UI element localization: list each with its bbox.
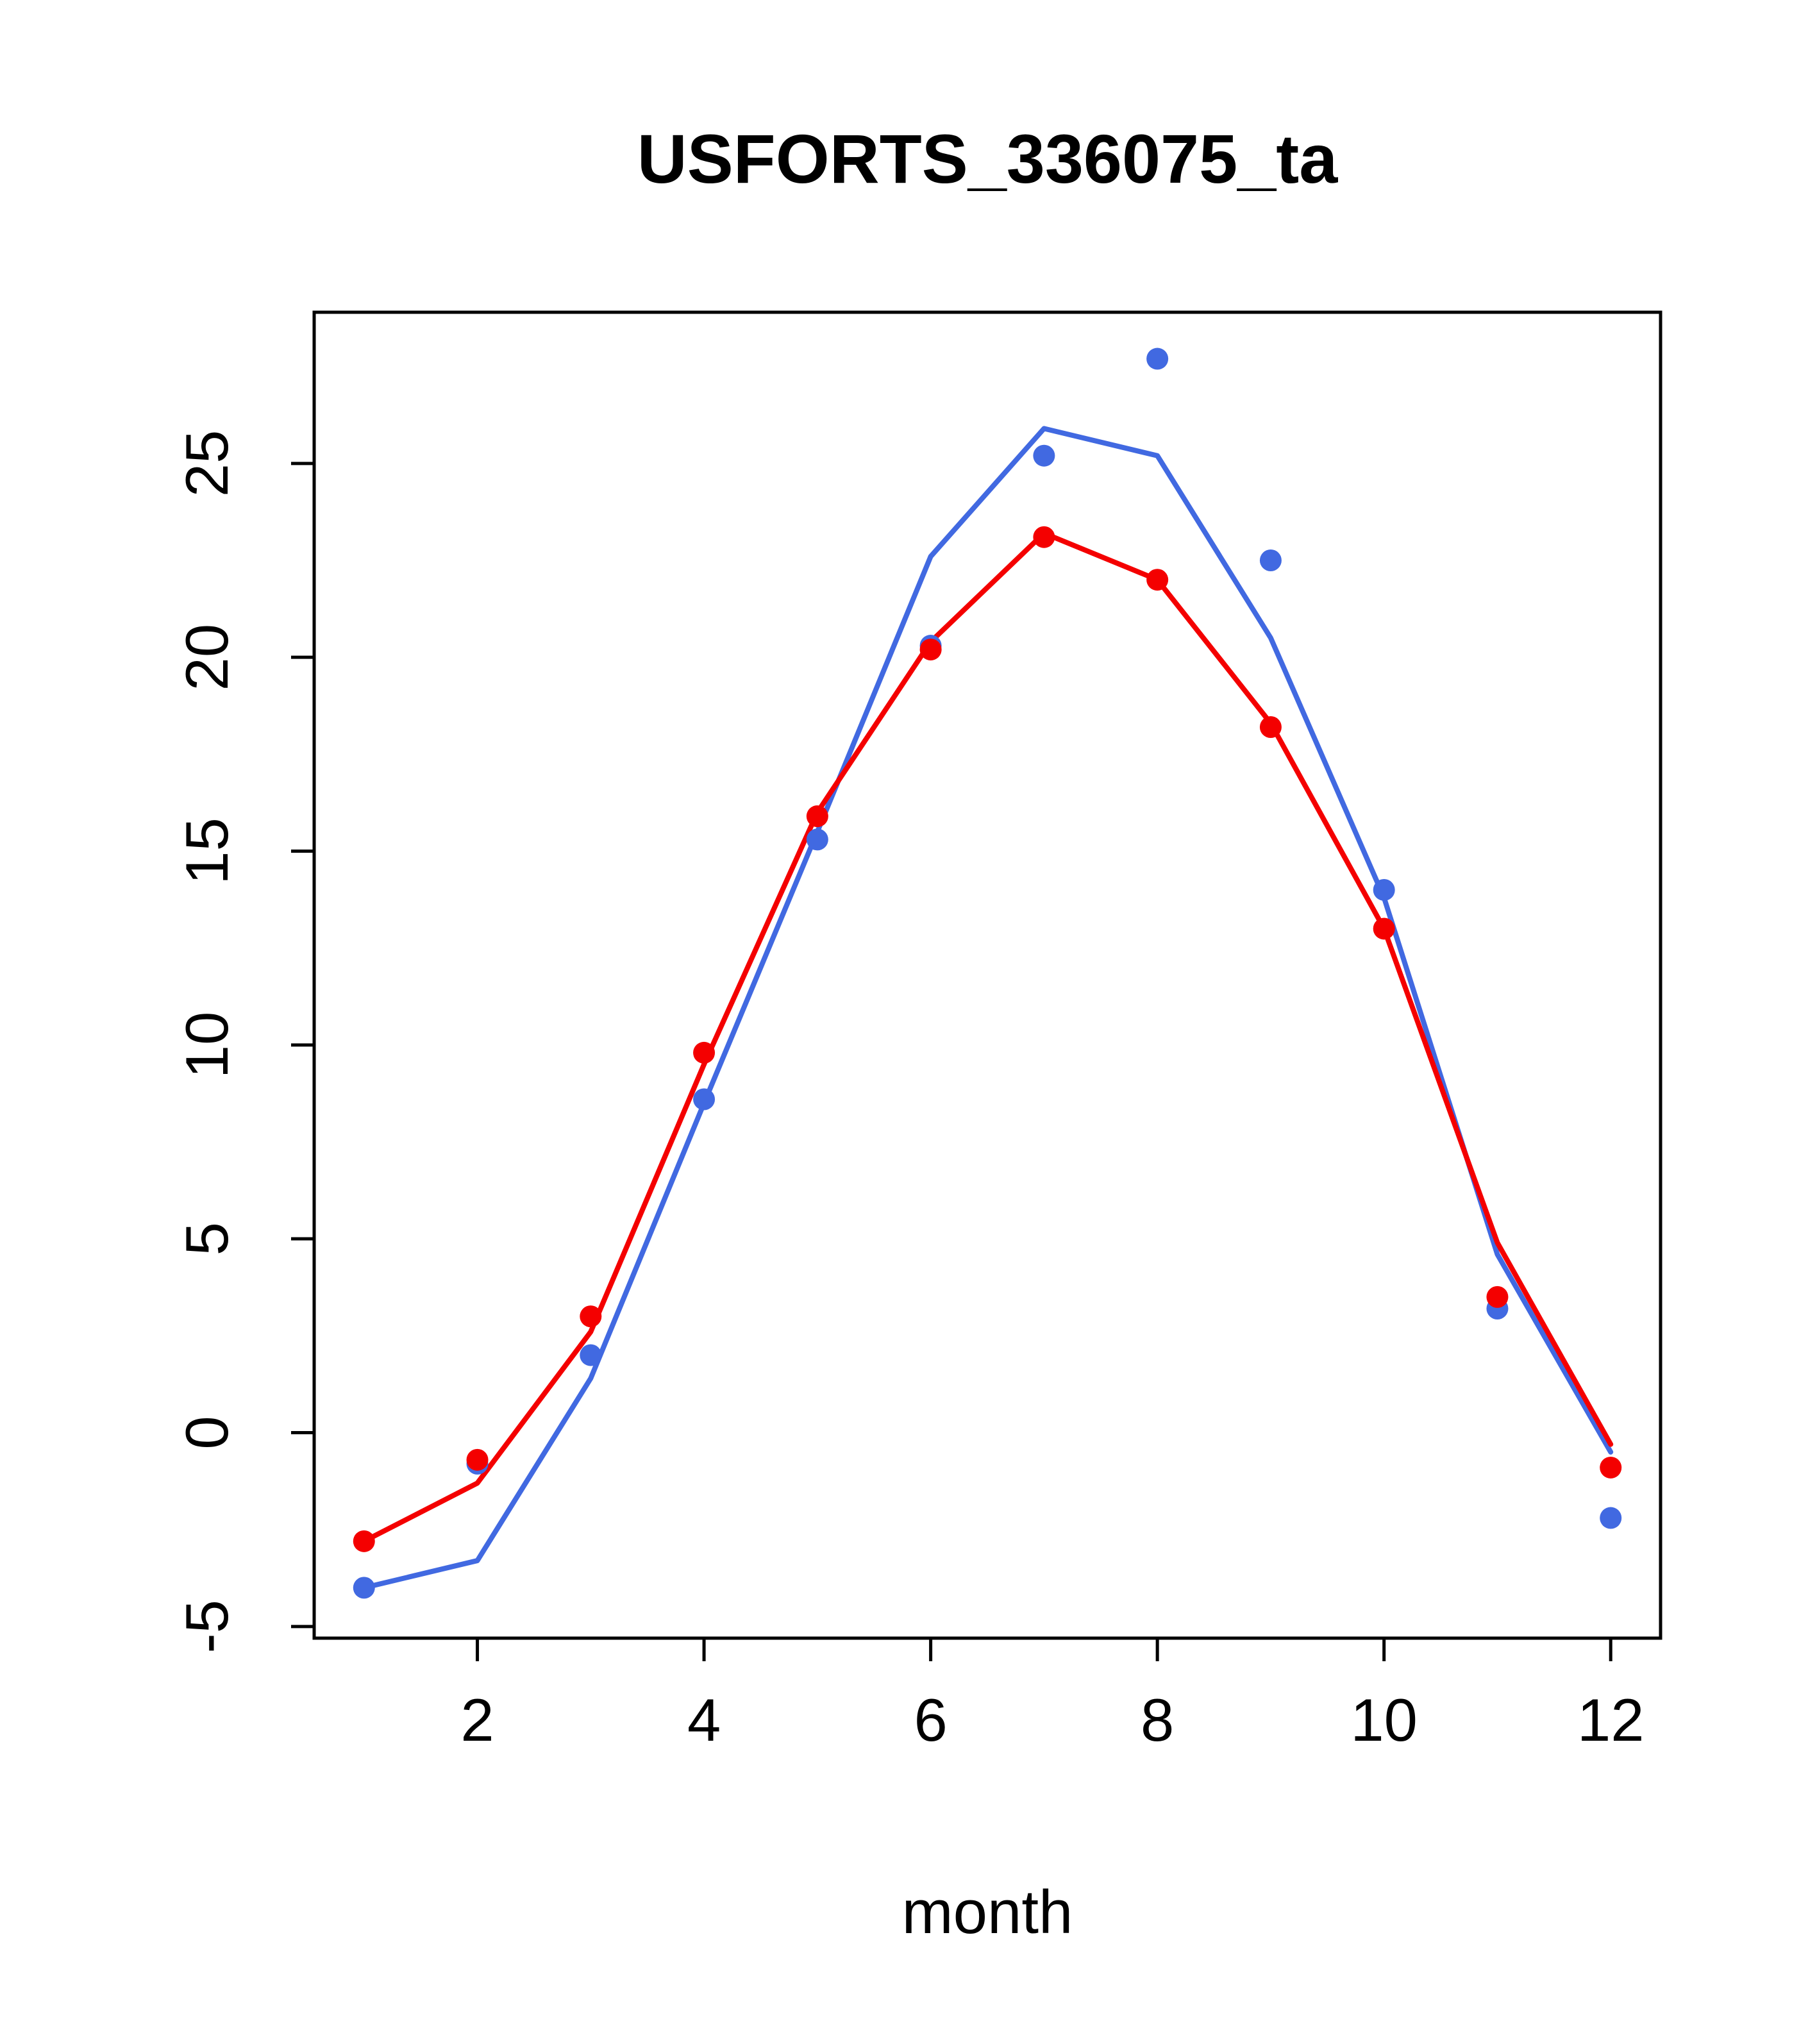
chart-title: USFORTS_336075_ta: [637, 120, 1338, 197]
data-point: [353, 1577, 375, 1599]
y-tick-label: 25: [173, 430, 240, 498]
data-point: [693, 1041, 716, 1064]
x-tick-label: 8: [1141, 1686, 1174, 1754]
data-point: [1033, 444, 1055, 467]
y-tick-label: 10: [173, 1012, 240, 1079]
data-point: [1259, 549, 1282, 571]
data-point: [693, 1088, 716, 1110]
data-point: [1600, 1507, 1622, 1529]
y-tick-label: -5: [173, 1600, 240, 1654]
x-tick-label: 4: [687, 1686, 721, 1754]
data-point: [1373, 878, 1395, 901]
x-axis-label: month: [902, 1878, 1073, 1947]
data-point: [1486, 1286, 1509, 1308]
data-point: [466, 1448, 489, 1471]
red-points-group: [353, 526, 1622, 1552]
x-tick-label: 10: [1350, 1686, 1418, 1754]
blue-line-path: [361, 426, 1614, 1591]
y-tick-label: 5: [173, 1222, 240, 1255]
series-layer: [353, 348, 1622, 1599]
data-point: [1259, 716, 1282, 739]
data-point: [1373, 917, 1395, 940]
axes: 2 4 6 8 10 12 -5 0 5 10 15 20 25: [173, 430, 1645, 1754]
x-tick-label: 2: [460, 1686, 494, 1754]
data-point: [806, 805, 828, 828]
data-point: [919, 639, 942, 661]
x-tick-label: 6: [914, 1686, 947, 1754]
y-tick-label: 20: [173, 624, 240, 691]
y-tick-label: 15: [173, 817, 240, 885]
data-point: [1146, 348, 1169, 370]
data-point: [1600, 1456, 1622, 1479]
y-tick-label: 0: [173, 1416, 240, 1449]
data-point: [1146, 569, 1169, 591]
red-line-path: [361, 530, 1614, 1544]
data-point: [1033, 526, 1055, 548]
data-point: [806, 828, 828, 851]
plot-border: [312, 310, 1662, 1640]
data-point: [580, 1344, 602, 1366]
data-point: [580, 1305, 602, 1328]
data-point: [353, 1530, 375, 1552]
blue-points-group: [353, 348, 1622, 1599]
x-tick-label: 12: [1577, 1686, 1645, 1754]
